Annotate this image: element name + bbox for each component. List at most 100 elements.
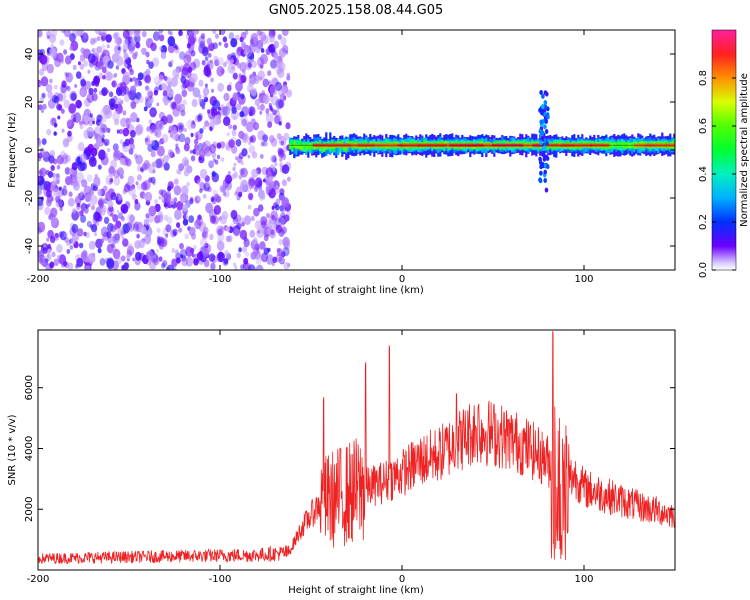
noise-blob xyxy=(122,71,131,83)
noise-blob xyxy=(77,142,85,152)
noise-blob xyxy=(205,202,214,214)
noise-blob xyxy=(119,128,124,135)
noise-blob xyxy=(261,134,268,142)
noise-blob xyxy=(269,180,275,188)
noise-blob xyxy=(184,136,191,145)
noise-blob xyxy=(174,93,183,105)
noise-blob xyxy=(79,63,85,70)
noise-blob xyxy=(38,104,43,111)
noise-blob xyxy=(122,127,130,137)
noise-blob xyxy=(133,153,138,159)
noise-blob xyxy=(144,137,151,146)
noise-blob xyxy=(97,164,102,170)
noise-blob xyxy=(119,81,127,92)
noise-blob xyxy=(152,31,161,41)
noise-blob xyxy=(191,253,195,258)
spectrogram-xlabel: Height of straight line (km) xyxy=(288,285,424,296)
noise-blob xyxy=(188,32,197,44)
noise-blob xyxy=(178,133,186,143)
noise-blob xyxy=(238,75,246,85)
noise-blob xyxy=(158,140,162,145)
noise-blob xyxy=(122,238,129,247)
noise-blob xyxy=(80,79,87,87)
noise-blob xyxy=(47,91,54,99)
noise-blob xyxy=(210,197,214,203)
noise-blob xyxy=(158,189,164,196)
noise-blob xyxy=(173,185,182,196)
noise-blob xyxy=(64,154,71,163)
noise-blob xyxy=(43,180,51,191)
noise-blob xyxy=(136,233,140,239)
noise-blob xyxy=(107,147,111,153)
noise-blob xyxy=(240,167,248,178)
noise-blob xyxy=(250,87,257,96)
noise-blob xyxy=(219,30,226,35)
noise-blob xyxy=(278,255,285,264)
noise-blob xyxy=(95,137,102,146)
noise-blob xyxy=(239,168,245,176)
noise-blob xyxy=(66,119,72,127)
noise-blob xyxy=(49,261,55,269)
noise-blob xyxy=(280,37,287,46)
colorbar-tick-label: 0.8 xyxy=(698,70,709,86)
noise-blob xyxy=(281,197,290,208)
noise-blob xyxy=(214,159,219,165)
noise-blob xyxy=(265,112,274,124)
noise-blob xyxy=(64,71,68,76)
noise-blob xyxy=(161,82,167,91)
noise-blob xyxy=(67,262,74,270)
noise-blob xyxy=(130,86,137,94)
noise-blob xyxy=(185,256,194,267)
noise-blob xyxy=(146,250,154,261)
noise-blob xyxy=(171,258,178,268)
noise-blob xyxy=(171,247,176,254)
noise-blob xyxy=(238,191,243,198)
noise-blob xyxy=(68,103,77,114)
noise-blob xyxy=(127,175,135,185)
noise-blob xyxy=(238,130,245,139)
noise-blob xyxy=(60,150,66,158)
band-cell xyxy=(345,139,348,148)
noise-blob xyxy=(145,85,150,91)
noise-blob xyxy=(88,60,94,68)
noise-blob xyxy=(170,59,174,64)
noise-blob xyxy=(89,113,93,118)
noise-blob xyxy=(126,254,130,260)
noise-blob xyxy=(149,107,157,118)
noise-blob xyxy=(121,216,125,222)
noise-blob xyxy=(107,200,114,208)
band-cell xyxy=(295,144,298,149)
noise-blob xyxy=(110,192,117,201)
noise-blob xyxy=(61,188,68,196)
noise-blob xyxy=(134,202,141,211)
y-tick-label: 4000 xyxy=(24,436,35,461)
noise-blob xyxy=(213,205,221,215)
noise-blob xyxy=(84,265,91,270)
noise-blob xyxy=(234,265,238,270)
noise-blob xyxy=(233,262,237,267)
noise-blob xyxy=(199,148,206,158)
noise-blob xyxy=(233,171,239,179)
noise-blob xyxy=(222,105,230,117)
noise-blob xyxy=(79,153,87,163)
noise-blob xyxy=(101,127,106,133)
noise-blob xyxy=(106,127,111,133)
noise-blob xyxy=(159,243,164,250)
noise-blob xyxy=(209,233,214,241)
noise-blob xyxy=(132,193,137,200)
noise-blob xyxy=(262,228,270,238)
noise-blob xyxy=(190,132,194,138)
noise-blob xyxy=(38,221,46,233)
noise-blob xyxy=(251,168,258,178)
noise-blob xyxy=(269,225,273,230)
noise-blob xyxy=(232,92,239,101)
noise-blob xyxy=(278,48,286,58)
noise-blob xyxy=(80,251,88,260)
noise-blob xyxy=(48,155,55,164)
noise-blob xyxy=(53,122,58,128)
noise-blob xyxy=(247,204,252,210)
noise-blob xyxy=(134,257,141,266)
noise-blob xyxy=(98,199,104,207)
noise-blob xyxy=(193,244,197,250)
